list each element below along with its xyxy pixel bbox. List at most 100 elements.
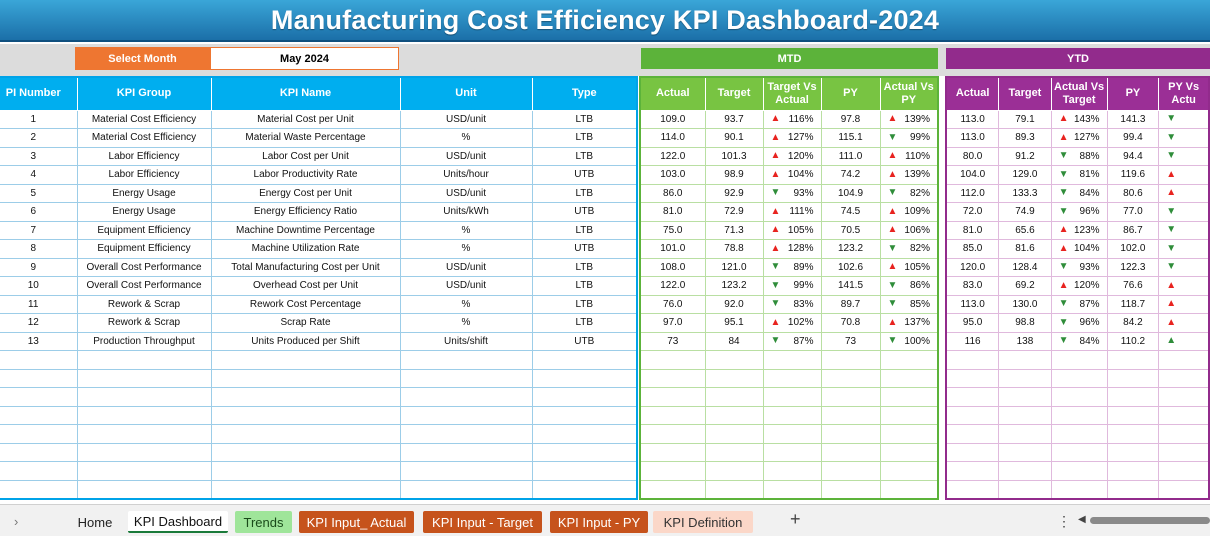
table-row: 113.0 130.0 ▼ 87% 118.7 ▲ (945, 294, 1210, 314)
mtd-py: 70.5 (820, 220, 881, 240)
kpi-type: LTB (531, 128, 638, 148)
triangle-down-icon: ▼ (1166, 261, 1177, 273)
table-row: 122.0 101.3 ▲ 120% 111.0 ▲ 110% (639, 146, 939, 166)
table-row: 116 138 ▼ 84% 110.2 ▲ (945, 331, 1210, 351)
empty-row (945, 350, 1210, 370)
mtd-actual: 73 (639, 331, 706, 351)
empty-row (945, 479, 1210, 499)
kpi-type: UTB (531, 239, 638, 259)
mtd-actual-vs-py: ▲ 109% (879, 202, 939, 222)
kpi-unit: USD/unit (399, 276, 533, 296)
table-row: 73 84 ▼ 87% 73 ▼ 100% (639, 331, 939, 351)
mtd-target-vs-actual: ▲ 102% (762, 313, 822, 333)
triangle-up-icon: ▲ (1166, 335, 1177, 347)
horizontal-scrollbar[interactable] (1090, 517, 1210, 524)
triangle-up-icon: ▲ (770, 316, 781, 328)
kpi-name: Overhead Cost per Unit (210, 276, 401, 296)
triangle-up-icon: ▲ (887, 316, 898, 328)
ytd-py: 84.2 (1106, 313, 1160, 333)
kpi-group: Rework & Scrap (76, 313, 212, 333)
kpi-name: Machine Downtime Percentage (210, 220, 401, 240)
sheet-tab-kpi-dashboard[interactable]: KPI Dashboard (128, 511, 228, 533)
mtd-header-4: Actual Vs PY (879, 76, 939, 111)
kpi-name: Material Cost per Unit (210, 109, 401, 129)
ytd-py: 77.0 (1106, 202, 1160, 222)
triangle-down-icon: ▼ (1166, 131, 1177, 143)
more-options-icon[interactable]: ⋮ (1057, 513, 1071, 529)
kpi-unit: % (399, 220, 533, 240)
ytd-banner: YTD (946, 48, 1210, 69)
triangle-down-icon: ▼ (1166, 205, 1177, 217)
table-row: 3 Labor Efficiency Labor Cost per Unit U… (0, 146, 638, 166)
mtd-py: 115.1 (820, 128, 881, 148)
ytd-target: 79.1 (998, 109, 1052, 129)
mtd-py: 97.8 (820, 109, 881, 129)
ytd-py: 80.6 (1106, 183, 1160, 203)
add-sheet-icon[interactable]: + (790, 509, 801, 529)
table-row: 103.0 98.9 ▲ 104% 74.2 ▲ 139% (639, 165, 939, 185)
mtd-target-vs-actual: ▼ 89% (762, 257, 822, 277)
ytd-actual: 120.0 (945, 257, 1000, 277)
triangle-up-icon: ▲ (1166, 279, 1177, 291)
sheet-tab-home[interactable]: Home (74, 511, 116, 533)
kpi-number: 10 (0, 276, 78, 296)
kpi-number: 4 (0, 165, 78, 185)
mtd-target: 92.9 (704, 183, 764, 203)
ytd-py-vs-actual: ▲ (1158, 276, 1210, 296)
table-row: 109.0 93.7 ▲ 116% 97.8 ▲ 139% (639, 109, 939, 129)
sheet-tab-kpi-input-target[interactable]: KPI Input - Target (423, 511, 542, 533)
ytd-target: 129.0 (998, 165, 1052, 185)
ytd-py-vs-actual: ▼ (1158, 128, 1210, 148)
table-row: 4 Labor Efficiency Labor Productivity Ra… (0, 165, 638, 185)
kpi-group: Labor Efficiency (76, 146, 212, 166)
ytd-actual: 83.0 (945, 276, 1000, 296)
kpi-unit: Units/kWh (399, 202, 533, 222)
ytd-py-vs-actual: ▼ (1158, 146, 1210, 166)
kpi-group: Material Cost Efficiency (76, 128, 212, 148)
sheet-tab-kpi-input-py[interactable]: KPI Input - PY (550, 511, 648, 533)
triangle-up-icon: ▲ (1166, 298, 1177, 310)
kpi-unit: % (399, 128, 533, 148)
triangle-up-icon: ▲ (770, 150, 781, 162)
table-row: 108.0 121.0 ▼ 89% 102.6 ▲ 105% (639, 257, 939, 277)
kpi-name: Material Waste Percentage (210, 128, 401, 148)
mtd-actual: 109.0 (639, 109, 706, 129)
mtd-actual: 114.0 (639, 128, 706, 148)
empty-row (945, 461, 1210, 481)
ytd-actual: 80.0 (945, 146, 1000, 166)
kpi-header-3: Unit (399, 76, 533, 111)
mtd-actual: 81.0 (639, 202, 706, 222)
kpi-number: 7 (0, 220, 78, 240)
empty-row (0, 479, 638, 499)
kpi-number: 2 (0, 128, 78, 148)
ytd-actual-vs-target: ▼ 81% (1050, 165, 1108, 185)
ytd-actual-vs-target: ▼ 88% (1050, 146, 1108, 166)
mtd-target: 101.3 (704, 146, 764, 166)
kpi-header-0: PI Number (0, 76, 78, 111)
month-dropdown[interactable]: May 2024 (210, 47, 399, 70)
scroll-left-icon[interactable]: ◀ (1078, 514, 1086, 525)
ytd-actual-vs-target: ▲ 123% (1050, 220, 1108, 240)
mtd-actual: 101.0 (639, 239, 706, 259)
mtd-py: 102.6 (820, 257, 881, 277)
table-row: 113.0 89.3 ▲ 127% 99.4 ▼ (945, 128, 1210, 148)
mtd-actual: 86.0 (639, 183, 706, 203)
mtd-target-vs-actual: ▼ 99% (762, 276, 822, 296)
ytd-header-4: PY Vs Actu (1158, 76, 1210, 111)
ytd-py: 76.6 (1106, 276, 1160, 296)
ytd-py-vs-actual: ▲ (1158, 331, 1210, 351)
kpi-name: Units Produced per Shift (210, 331, 401, 351)
triangle-up-icon: ▲ (1058, 131, 1069, 143)
sheet-tab-trends[interactable]: Trends (235, 511, 292, 533)
mtd-py: 89.7 (820, 294, 881, 314)
mtd-actual-vs-py: ▲ 139% (879, 109, 939, 129)
mtd-py: 104.9 (820, 183, 881, 203)
empty-row (0, 424, 638, 444)
dashboard-title-bar: Manufacturing Cost Efficiency KPI Dashbo… (0, 0, 1210, 42)
sheet-tab-kpi-definition[interactable]: KPI Definition (653, 511, 753, 533)
chevron-right-icon[interactable]: › (14, 514, 19, 529)
ytd-actual: 112.0 (945, 183, 1000, 203)
sheet-tab-kpi-input-actual[interactable]: KPI Input_ Actual (299, 511, 414, 533)
triangle-up-icon: ▲ (887, 168, 898, 180)
triangle-down-icon: ▼ (1166, 150, 1177, 162)
